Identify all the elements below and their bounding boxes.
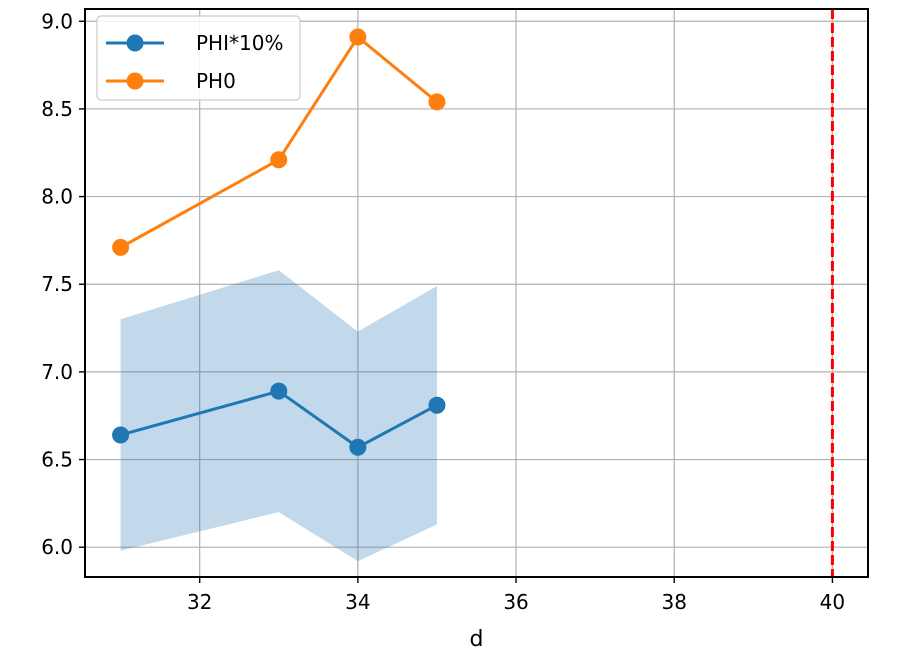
confidence-bands: [120, 270, 437, 562]
series-0-point: [428, 396, 446, 414]
series-line-0: [120, 389, 438, 449]
x-tick-label: 38: [662, 590, 687, 614]
series-line-1: [119, 35, 438, 249]
x-tick-label: 34: [345, 590, 370, 614]
legend-marker-0: [126, 34, 144, 52]
y-tick-label: 9.0: [41, 9, 73, 33]
series-1-point: [270, 151, 288, 169]
axes-frame: [84, 8, 869, 578]
y-tick-label: 6.5: [41, 448, 73, 472]
grid-lines: [85, 9, 868, 577]
plot-area: [85, 9, 868, 577]
series-0-point: [270, 382, 288, 400]
series-group: [112, 28, 446, 456]
x-tick-label: 32: [187, 590, 212, 614]
legend-marker-1: [126, 72, 144, 90]
y-axis: 6.0 6.5 7.0 7.5 8.0 8.5 9.0: [41, 9, 85, 559]
y-tick-label: 8.0: [41, 185, 73, 209]
x-tick-label: 36: [503, 590, 528, 614]
series-0-point: [112, 426, 130, 444]
x-axis-label: d: [470, 627, 484, 652]
legend-label-1: PH0: [196, 69, 236, 93]
legend: PHI*10% PH0: [96, 15, 301, 101]
y-tick-label: 7.5: [41, 272, 73, 296]
series-1-point: [428, 93, 446, 111]
series-0-point: [349, 438, 367, 456]
legend-box: [96, 15, 301, 101]
confidence-band-0: [120, 270, 437, 562]
legend-label-0: PHI*10%: [196, 31, 283, 55]
y-tick-label: 6.0: [41, 535, 73, 559]
x-tick-label: 40: [820, 590, 845, 614]
y-tick-label: 8.5: [41, 97, 73, 121]
x-axis: 32 34 36 38 40: [187, 577, 845, 614]
series-1-point: [349, 28, 367, 46]
y-tick-label: 7.0: [41, 360, 73, 384]
series-1-point: [112, 238, 130, 256]
